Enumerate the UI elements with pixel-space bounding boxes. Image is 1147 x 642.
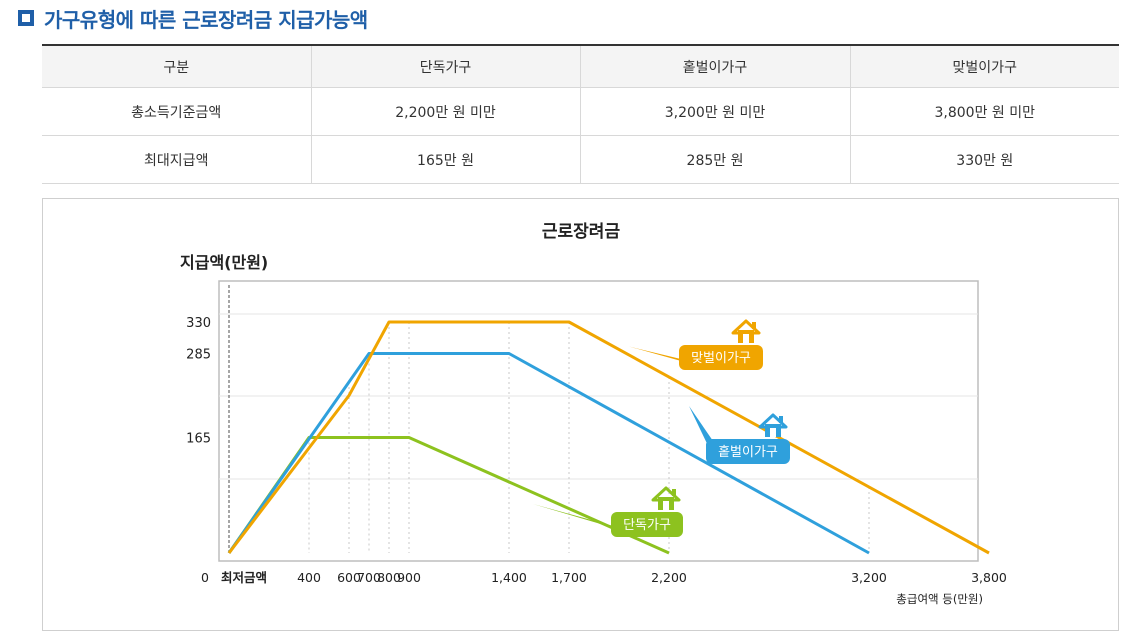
series-line-맞벌이가구 (227, 320, 990, 555)
y-axis-label: 지급액(만원) (180, 253, 268, 272)
callout-label: 단독가구 (623, 518, 671, 533)
series-line-단독가구 (227, 436, 670, 555)
x-tick-label: 800 (377, 570, 401, 585)
section-title: 가구유형에 따른 근로장려금 지급가능액 (44, 7, 368, 32)
callout-box (706, 439, 790, 464)
x-tick-label: 900 (397, 570, 421, 585)
header-single-earner: 홑벌이가구 (579, 44, 850, 88)
callout-label: 홑벌이가구 (718, 445, 778, 460)
x-tick-label: 최저금액 (221, 570, 267, 585)
x-tick-label: 0 (201, 570, 209, 585)
table-row: 총소득기준금액 2,200만 원 미만 3,200만 원 미만 3,800만 원… (42, 87, 1119, 136)
chart-panel: 330 285 165 0 최저금액 400 600 700 800 900 1,400 1,700 2… (42, 198, 1119, 631)
row-label: 총소득기준금액 (42, 87, 311, 136)
plot-frame (218, 280, 979, 562)
callout-label: 맞벌이가구 (691, 351, 751, 366)
chart-title: 근로장려금 (542, 222, 621, 242)
callout-pointer (533, 504, 631, 533)
x-tick-label: 700 (357, 570, 381, 585)
x-axis-label: 총급여액 등(만원) (896, 592, 983, 606)
x-tick-label: 600 (337, 570, 361, 585)
x-tick-label: 3,800 (971, 570, 1007, 585)
x-tick-label: 1,700 (551, 570, 587, 585)
header-single: 단독가구 (310, 44, 580, 88)
table-cell: 285만 원 (579, 135, 850, 184)
table-cell: 330만 원 (849, 135, 1119, 184)
row-label: 최대지급액 (42, 135, 311, 184)
x-tick-label: 1,400 (491, 570, 527, 585)
y-tick-label: 285 (186, 348, 211, 363)
house-icon (731, 319, 761, 343)
table-cell: 2,200만 원 미만 (310, 87, 580, 136)
table-cell: 165만 원 (310, 135, 580, 184)
x-tick-label: 2,200 (651, 570, 687, 585)
header-dual-earner: 맞벌이가구 (849, 44, 1119, 88)
x-tick-label: 400 (297, 570, 321, 585)
table-cell: 3,800만 원 미만 (849, 87, 1119, 136)
series-line-홑벌이가구 (227, 352, 870, 555)
comparison-table: 구분 단독가구 홑벌이가구 맞벌이가구 총소득기준금액 2,200만 원 미만 … (42, 44, 1119, 184)
house-icon (758, 413, 788, 437)
house-icon (651, 486, 681, 510)
y-tick-label: 330 (186, 316, 211, 331)
square-bullet-icon (18, 10, 34, 26)
table-header-row: 구분 단독가구 홑벌이가구 맞벌이가구 (42, 44, 1119, 88)
callout-box (679, 345, 763, 370)
callout-box (611, 512, 683, 537)
header-category: 구분 (42, 44, 311, 88)
section-header: 가구유형에 따른 근로장려금 지급가능액 (18, 4, 368, 32)
x-tick-label: 3,200 (851, 570, 887, 585)
table-row: 최대지급액 165만 원 285만 원 330만 원 (42, 135, 1119, 184)
table-cell: 3,200만 원 미만 (579, 87, 850, 136)
y-tick-label: 165 (186, 432, 211, 447)
